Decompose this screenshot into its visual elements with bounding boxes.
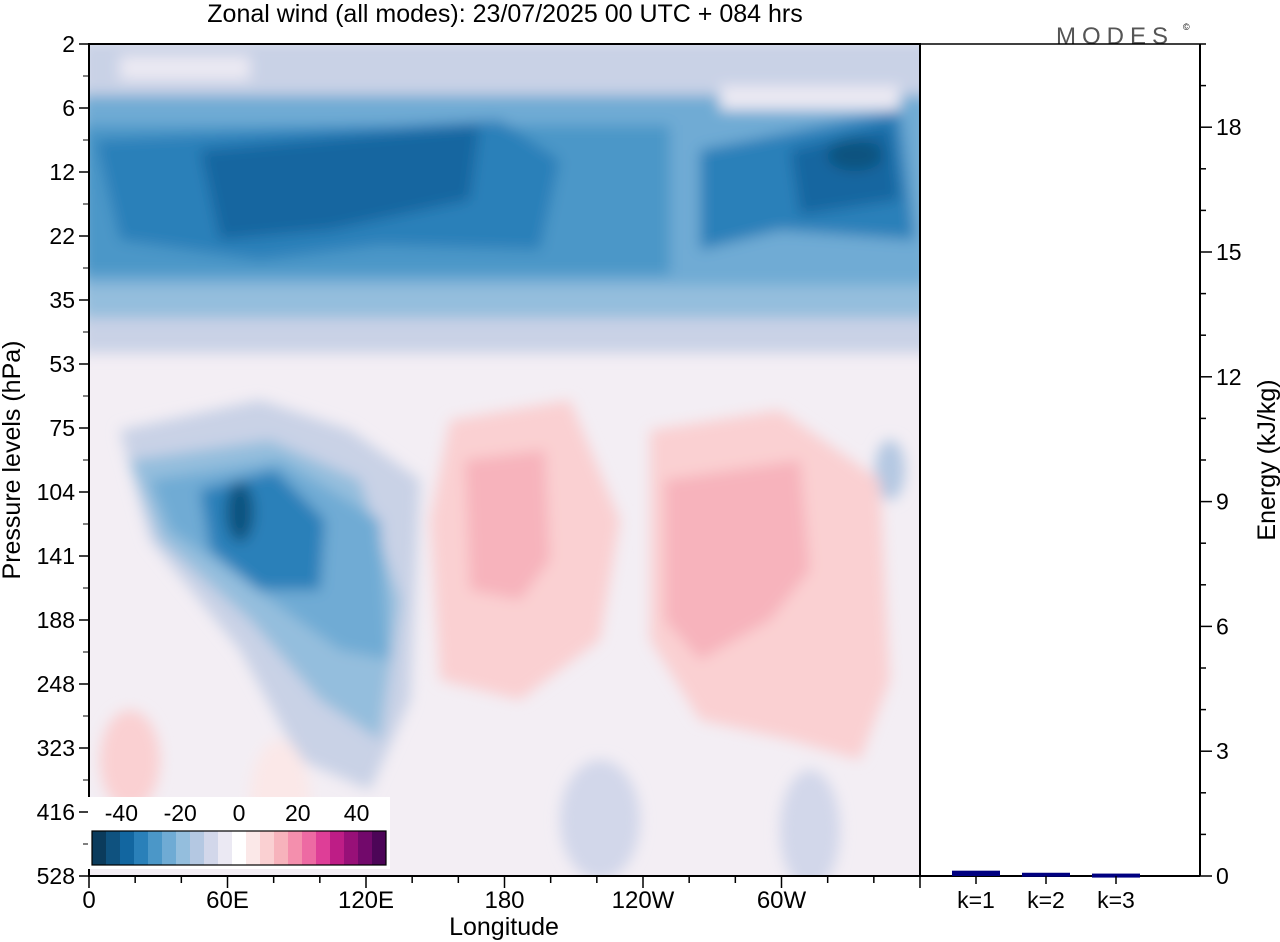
colorbar-swatch bbox=[92, 831, 107, 865]
easterly-max bbox=[226, 482, 254, 542]
energy-tick-label: 6 bbox=[1216, 613, 1229, 639]
easterly-patch-lower bbox=[560, 760, 640, 876]
x-axis-ticks: 0 60E 120E 180 120W 60W bbox=[82, 876, 921, 914]
x-tick-label: 0 bbox=[82, 887, 95, 914]
colorbar-swatch bbox=[134, 831, 149, 865]
colorbar-swatch bbox=[106, 831, 121, 865]
westerly-region-1-inner bbox=[465, 450, 550, 600]
colorbar-swatch bbox=[162, 831, 177, 865]
y-tick-label: 248 bbox=[37, 671, 75, 697]
y-tick-label: 104 bbox=[37, 479, 76, 505]
colorbar-swatch bbox=[372, 831, 387, 865]
jet-max-west bbox=[827, 139, 883, 171]
y-tick-label: 12 bbox=[49, 159, 75, 185]
colorbar-swatch bbox=[246, 831, 261, 865]
bar-category-label: k=1 bbox=[957, 887, 995, 913]
colorbar-frame bbox=[91, 830, 387, 866]
y-tick-label: 188 bbox=[37, 607, 75, 633]
colorbar-swatch bbox=[120, 831, 135, 865]
energy-tick-label: 12 bbox=[1216, 364, 1242, 390]
x-tick-label: 120W bbox=[612, 887, 675, 914]
colorbar-swatch bbox=[176, 831, 191, 865]
jet-inner-east bbox=[200, 125, 480, 240]
colorbar-swatch bbox=[190, 831, 205, 865]
energy-axis-ticks: 0 3 6 9 12 15 18 bbox=[1200, 43, 1242, 889]
colorbar-swatch bbox=[330, 831, 345, 865]
x-tick-label: 120E bbox=[338, 887, 394, 914]
band-transition-2 bbox=[89, 318, 920, 353]
colorbar-swatch bbox=[344, 831, 359, 865]
modes-logo: MODES bbox=[1056, 23, 1174, 50]
energy-tick-label: 15 bbox=[1216, 239, 1242, 265]
energy-bar bbox=[1022, 872, 1070, 877]
x-tick-label: 60W bbox=[757, 887, 807, 914]
energy-tick-label: 9 bbox=[1216, 489, 1229, 515]
wind-heatmap bbox=[89, 44, 920, 876]
energy-bar bbox=[1092, 873, 1140, 878]
colorbar-tick-label: 20 bbox=[285, 800, 311, 826]
heatmap-fill bbox=[89, 44, 920, 876]
westerly-region-2-inner bbox=[665, 460, 810, 660]
y-tick-label: 75 bbox=[49, 415, 75, 441]
logo-copyright-mark: © bbox=[1183, 22, 1190, 32]
y-tick-label: 35 bbox=[49, 287, 75, 313]
westerly-patch-lower-left bbox=[100, 710, 160, 810]
y-tick-label: 528 bbox=[37, 863, 75, 889]
colorbar-tick-label: -20 bbox=[164, 800, 197, 826]
colorbar-tick-label: 40 bbox=[344, 800, 370, 826]
energy-axis-label: Energy (kJ/kg) bbox=[1253, 379, 1280, 540]
easterly-patch-lower-east bbox=[780, 770, 840, 876]
energy-bar bbox=[952, 870, 1000, 876]
colorbar-swatch bbox=[302, 831, 317, 865]
y-tick-label: 22 bbox=[49, 223, 75, 249]
colorbar-swatch bbox=[204, 831, 219, 865]
easterly-patch-east bbox=[875, 440, 905, 500]
x-tick-label: 180 bbox=[484, 887, 524, 914]
colorbar: -40 -20 0 20 40 bbox=[88, 797, 390, 869]
y-tick-label: 53 bbox=[49, 351, 75, 377]
y-tick-label: 416 bbox=[37, 799, 75, 825]
chart-title: Zonal wind (all modes): 23/07/2025 00 UT… bbox=[207, 0, 802, 28]
y-tick-label: 2 bbox=[62, 31, 75, 57]
colorbar-swatch bbox=[148, 831, 163, 865]
band-upper-wisp bbox=[120, 56, 250, 80]
colorbar-tick-label: 0 bbox=[233, 800, 246, 826]
bar-category-label: k=2 bbox=[1027, 887, 1065, 913]
colorbar-swatch bbox=[316, 831, 331, 865]
colorbar-swatch bbox=[232, 831, 247, 865]
y-axis-ticks: 2 6 12 22 35 53 75 104 141 188 248 323 416 528 bbox=[37, 31, 89, 889]
bar-category-label: k=3 bbox=[1097, 887, 1135, 913]
y-tick-label: 6 bbox=[62, 95, 75, 121]
y-tick-label: 141 bbox=[37, 543, 75, 569]
y-axis-label: Pressure levels (hPa) bbox=[0, 341, 26, 580]
colorbar-swatch bbox=[274, 831, 289, 865]
y-tick-label: 323 bbox=[37, 735, 75, 761]
colorbar-swatch bbox=[260, 831, 275, 865]
x-tick-label: 60E bbox=[206, 887, 249, 914]
x-axis-label: Longitude bbox=[449, 913, 559, 941]
energy-tick-label: 3 bbox=[1216, 738, 1229, 764]
energy-bars: k=1 k=2 k=3 bbox=[952, 870, 1140, 913]
energy-tick-label: 18 bbox=[1216, 114, 1242, 140]
colorbar-tick-label: -40 bbox=[105, 800, 138, 826]
energy-tick-label: 0 bbox=[1216, 863, 1229, 889]
colorbar-swatch bbox=[218, 831, 233, 865]
colorbar-swatch bbox=[358, 831, 373, 865]
band-upper-wisp-2 bbox=[720, 86, 900, 110]
colorbar-swatch bbox=[288, 831, 303, 865]
